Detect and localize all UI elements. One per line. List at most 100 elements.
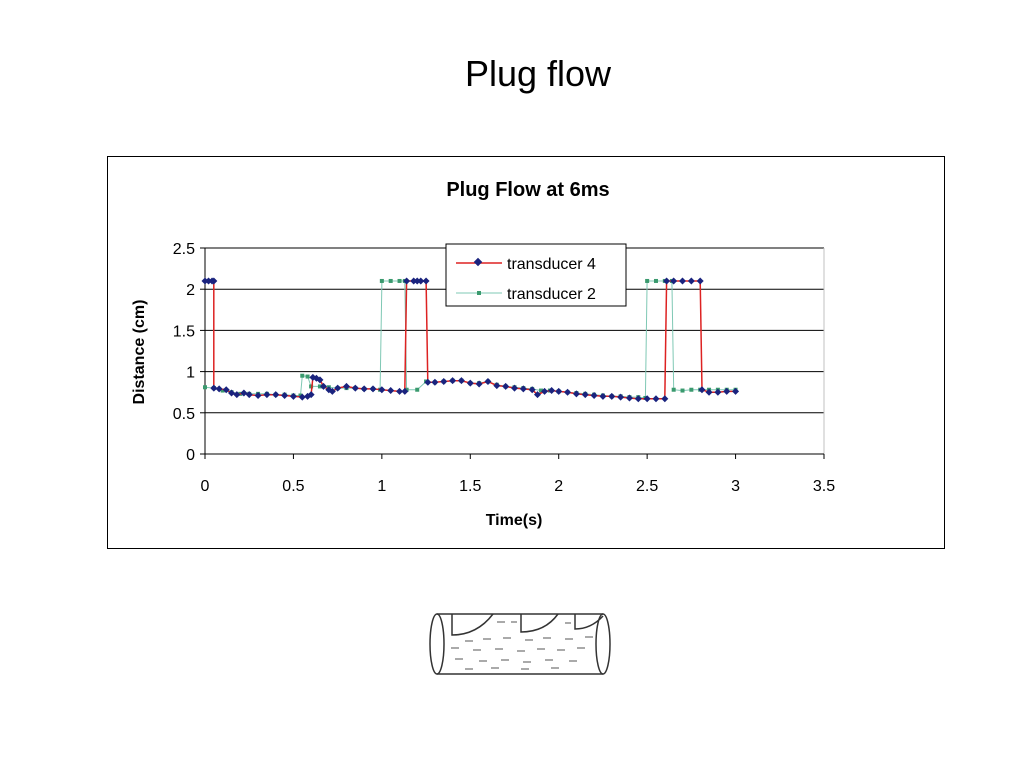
data-point-transducer-2	[680, 388, 685, 393]
y-tick-label: 1.5	[173, 323, 195, 340]
data-point-transducer-4	[484, 377, 492, 385]
data-point-transducer-2	[671, 387, 676, 392]
data-point-transducer-4	[608, 392, 616, 400]
legend-box	[445, 243, 627, 307]
data-point-transducer-4	[298, 393, 306, 401]
data-point-transducer-4	[222, 386, 230, 394]
data-point-transducer-4	[533, 391, 541, 399]
data-point-transducer-2	[379, 278, 384, 283]
data-point-transducer-4	[493, 382, 501, 390]
legend-marker-transducer-4	[473, 257, 483, 267]
data-point-transducer-4	[581, 391, 589, 399]
data-point-transducer-4	[396, 387, 404, 395]
data-point-transducer-2	[397, 278, 402, 283]
data-point-transducer-4	[210, 384, 218, 392]
data-point-transducer-4	[281, 391, 289, 399]
data-point-transducer-4	[661, 395, 669, 403]
data-point-transducer-4	[316, 376, 324, 384]
data-point-transducer-4	[401, 387, 409, 395]
data-point-transducer-4	[723, 387, 731, 395]
x-tick-label: 0.5	[282, 478, 304, 495]
data-point-transducer-2	[300, 373, 305, 378]
data-point-transducer-4	[475, 380, 483, 388]
data-point-transducer-4	[334, 384, 342, 392]
data-point-transducer-4	[519, 385, 527, 393]
data-point-transducer-2	[645, 278, 650, 283]
data-point-transducer-2	[689, 387, 694, 392]
data-point-transducer-4	[599, 392, 607, 400]
data-point-transducer-4	[652, 395, 660, 403]
x-tick-label: 3.5	[813, 478, 835, 495]
data-point-transducer-4	[548, 387, 556, 395]
data-point-transducer-4	[714, 388, 722, 396]
x-tick-label: 1.5	[459, 478, 481, 495]
data-point-transducer-2	[653, 278, 658, 283]
data-point-transducer-4	[466, 379, 474, 387]
series-transducer-4	[201, 277, 740, 403]
data-point-transducer-4	[328, 387, 336, 395]
x-tick-label: 0	[201, 478, 210, 495]
gas-plug-1	[451, 613, 494, 636]
data-point-transducer-4	[528, 386, 536, 394]
data-point-transducer-4	[387, 387, 395, 395]
data-point-transducer-4	[228, 389, 236, 397]
data-point-transducer-4	[440, 377, 448, 385]
data-point-transducer-4	[698, 386, 706, 394]
data-point-transducer-4	[360, 385, 368, 393]
data-point-transducer-4	[457, 377, 465, 385]
data-point-transducer-4	[272, 391, 280, 399]
data-point-transducer-4	[210, 277, 218, 285]
x-tick-label: 2.5	[636, 478, 658, 495]
data-point-transducer-4	[449, 377, 457, 385]
data-point-transducer-4	[289, 392, 297, 400]
data-point-transducer-4	[572, 390, 580, 398]
data-point-transducer-4	[634, 395, 642, 403]
data-point-transducer-4	[240, 389, 248, 397]
liquid-dashes	[451, 621, 593, 670]
data-point-transducer-4	[245, 391, 253, 399]
data-point-transducer-4	[378, 386, 386, 394]
x-axis-ticks: 0 0.5 1 1.5 2 2.5 3 3.5	[201, 454, 835, 495]
x-tick-label: 1	[377, 478, 386, 495]
legend-label-transducer-2: transducer 2	[507, 286, 596, 303]
data-point-transducer-4	[431, 378, 439, 386]
data-point-transducer-2	[203, 385, 207, 390]
data-point-transducer-4	[732, 387, 740, 395]
y-axis-label: Distance (cm)	[131, 300, 148, 405]
data-point-transducer-4	[502, 382, 510, 390]
data-point-transducer-2	[309, 384, 314, 389]
pipe-body	[437, 613, 603, 675]
x-tick-label: 2	[554, 478, 563, 495]
y-tick-label: 2	[186, 282, 195, 299]
data-point-transducer-4	[263, 391, 271, 399]
x-tick-label: 3	[731, 478, 740, 495]
data-point-transducer-4	[424, 378, 432, 386]
data-point-transducer-4	[369, 385, 377, 393]
data-point-transducer-4	[643, 395, 651, 403]
x-axis-label: Time(s)	[486, 512, 543, 529]
data-point-transducer-4	[564, 388, 572, 396]
gas-plug-2	[520, 613, 559, 633]
pipe-right-end	[595, 613, 611, 675]
data-point-transducer-4	[541, 387, 549, 395]
data-point-transducer-4	[351, 384, 359, 392]
legend-label-transducer-4: transducer 4	[507, 256, 596, 273]
data-point-transducer-2	[388, 278, 393, 283]
slide-title: Plug flow	[464, 53, 612, 94]
pipe-left-end	[429, 613, 445, 675]
data-point-transducer-4	[625, 394, 633, 402]
data-point-transducer-4	[233, 391, 241, 399]
data-point-transducer-4	[555, 387, 563, 395]
data-point-transducer-4	[590, 391, 598, 399]
chart-frame	[107, 156, 945, 549]
data-point-transducer-2	[539, 388, 544, 393]
plug-flow-pipe-illustration	[429, 613, 611, 675]
series-layer	[201, 277, 740, 403]
y-tick-label: 0	[186, 447, 195, 464]
data-point-transducer-2	[220, 388, 225, 393]
data-point-transducer-2	[415, 387, 420, 392]
y-tick-label: 0.5	[173, 406, 195, 423]
data-point-transducer-4	[617, 393, 625, 401]
data-point-transducer-4	[215, 385, 223, 393]
data-point-transducer-4	[307, 391, 315, 399]
